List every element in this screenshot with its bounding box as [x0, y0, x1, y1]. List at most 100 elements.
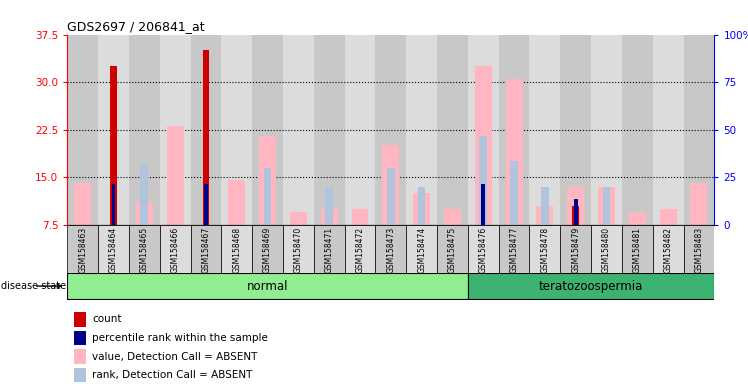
- Bar: [283, 225, 314, 273]
- Bar: [418, 187, 426, 225]
- Text: rank, Detection Call = ABSENT: rank, Detection Call = ABSENT: [92, 370, 253, 380]
- Bar: [437, 225, 468, 273]
- Bar: [314, 35, 345, 225]
- Text: GSM158475: GSM158475: [448, 227, 457, 273]
- Text: GSM158477: GSM158477: [509, 227, 518, 273]
- Text: GSM158474: GSM158474: [417, 227, 426, 273]
- Bar: [574, 199, 577, 225]
- Bar: [74, 312, 86, 327]
- Bar: [375, 35, 406, 225]
- Bar: [482, 184, 485, 225]
- Bar: [382, 146, 399, 225]
- Bar: [345, 35, 375, 225]
- Bar: [413, 193, 430, 225]
- Bar: [74, 184, 91, 225]
- Bar: [98, 225, 129, 273]
- Bar: [653, 35, 684, 225]
- Bar: [191, 225, 221, 273]
- Bar: [510, 161, 518, 225]
- Text: GSM158478: GSM158478: [540, 227, 549, 273]
- Bar: [375, 225, 406, 273]
- Bar: [252, 35, 283, 225]
- Text: GSM158481: GSM158481: [633, 227, 642, 273]
- Text: GSM158471: GSM158471: [325, 227, 334, 273]
- Bar: [622, 35, 653, 225]
- Bar: [479, 136, 487, 225]
- Bar: [468, 273, 714, 299]
- Bar: [252, 225, 283, 273]
- Bar: [283, 35, 314, 225]
- Bar: [67, 225, 98, 273]
- Bar: [572, 206, 579, 225]
- Bar: [437, 35, 468, 225]
- Bar: [530, 225, 560, 273]
- Text: GSM158463: GSM158463: [79, 227, 88, 273]
- Bar: [541, 187, 549, 225]
- Bar: [530, 35, 560, 225]
- Bar: [221, 225, 252, 273]
- Bar: [506, 79, 523, 225]
- Bar: [321, 209, 337, 225]
- Bar: [74, 349, 86, 364]
- Bar: [203, 50, 209, 225]
- Bar: [499, 35, 530, 225]
- Bar: [136, 202, 153, 225]
- Text: percentile rank within the sample: percentile rank within the sample: [92, 333, 269, 343]
- Bar: [67, 35, 98, 225]
- Text: GSM158482: GSM158482: [663, 227, 672, 273]
- Text: GSM158480: GSM158480: [602, 227, 611, 273]
- Bar: [129, 225, 160, 273]
- Text: GDS2697 / 206841_at: GDS2697 / 206841_at: [67, 20, 205, 33]
- Bar: [325, 187, 333, 225]
- Bar: [221, 35, 252, 225]
- Bar: [444, 209, 461, 225]
- Bar: [141, 164, 148, 225]
- Text: GSM158472: GSM158472: [355, 227, 364, 273]
- Bar: [567, 187, 584, 225]
- Text: normal: normal: [247, 280, 288, 293]
- Text: GSM158465: GSM158465: [140, 227, 149, 273]
- Bar: [560, 35, 591, 225]
- Text: count: count: [92, 314, 122, 324]
- Bar: [98, 35, 129, 225]
- Bar: [690, 184, 708, 225]
- Text: GSM158476: GSM158476: [479, 227, 488, 273]
- Bar: [406, 225, 437, 273]
- Text: teratozoospermia: teratozoospermia: [539, 280, 643, 293]
- Bar: [660, 209, 677, 225]
- Bar: [167, 126, 183, 225]
- Bar: [160, 225, 191, 273]
- Bar: [684, 35, 714, 225]
- Bar: [259, 136, 276, 225]
- Bar: [591, 225, 622, 273]
- Bar: [160, 35, 191, 225]
- Bar: [684, 225, 714, 273]
- Bar: [290, 212, 307, 225]
- Bar: [406, 35, 437, 225]
- Text: GSM158470: GSM158470: [294, 227, 303, 273]
- Bar: [629, 212, 646, 225]
- Bar: [468, 225, 499, 273]
- Bar: [345, 225, 375, 273]
- Text: GSM158473: GSM158473: [386, 227, 396, 273]
- Bar: [560, 225, 591, 273]
- Bar: [536, 206, 554, 225]
- Bar: [264, 168, 272, 225]
- Bar: [67, 273, 468, 299]
- Bar: [191, 35, 221, 225]
- Bar: [74, 331, 86, 345]
- Text: GSM158479: GSM158479: [571, 227, 580, 273]
- Bar: [110, 66, 117, 225]
- Text: GSM158468: GSM158468: [233, 227, 242, 273]
- Text: GSM158464: GSM158464: [109, 227, 118, 273]
- Bar: [228, 180, 245, 225]
- Text: GSM158483: GSM158483: [694, 227, 703, 273]
- Bar: [591, 35, 622, 225]
- Bar: [111, 184, 115, 225]
- Text: GSM158466: GSM158466: [171, 227, 180, 273]
- Bar: [387, 168, 395, 225]
- Text: disease state: disease state: [1, 281, 67, 291]
- Bar: [204, 184, 208, 225]
- Text: GSM158469: GSM158469: [263, 227, 272, 273]
- Bar: [314, 225, 345, 273]
